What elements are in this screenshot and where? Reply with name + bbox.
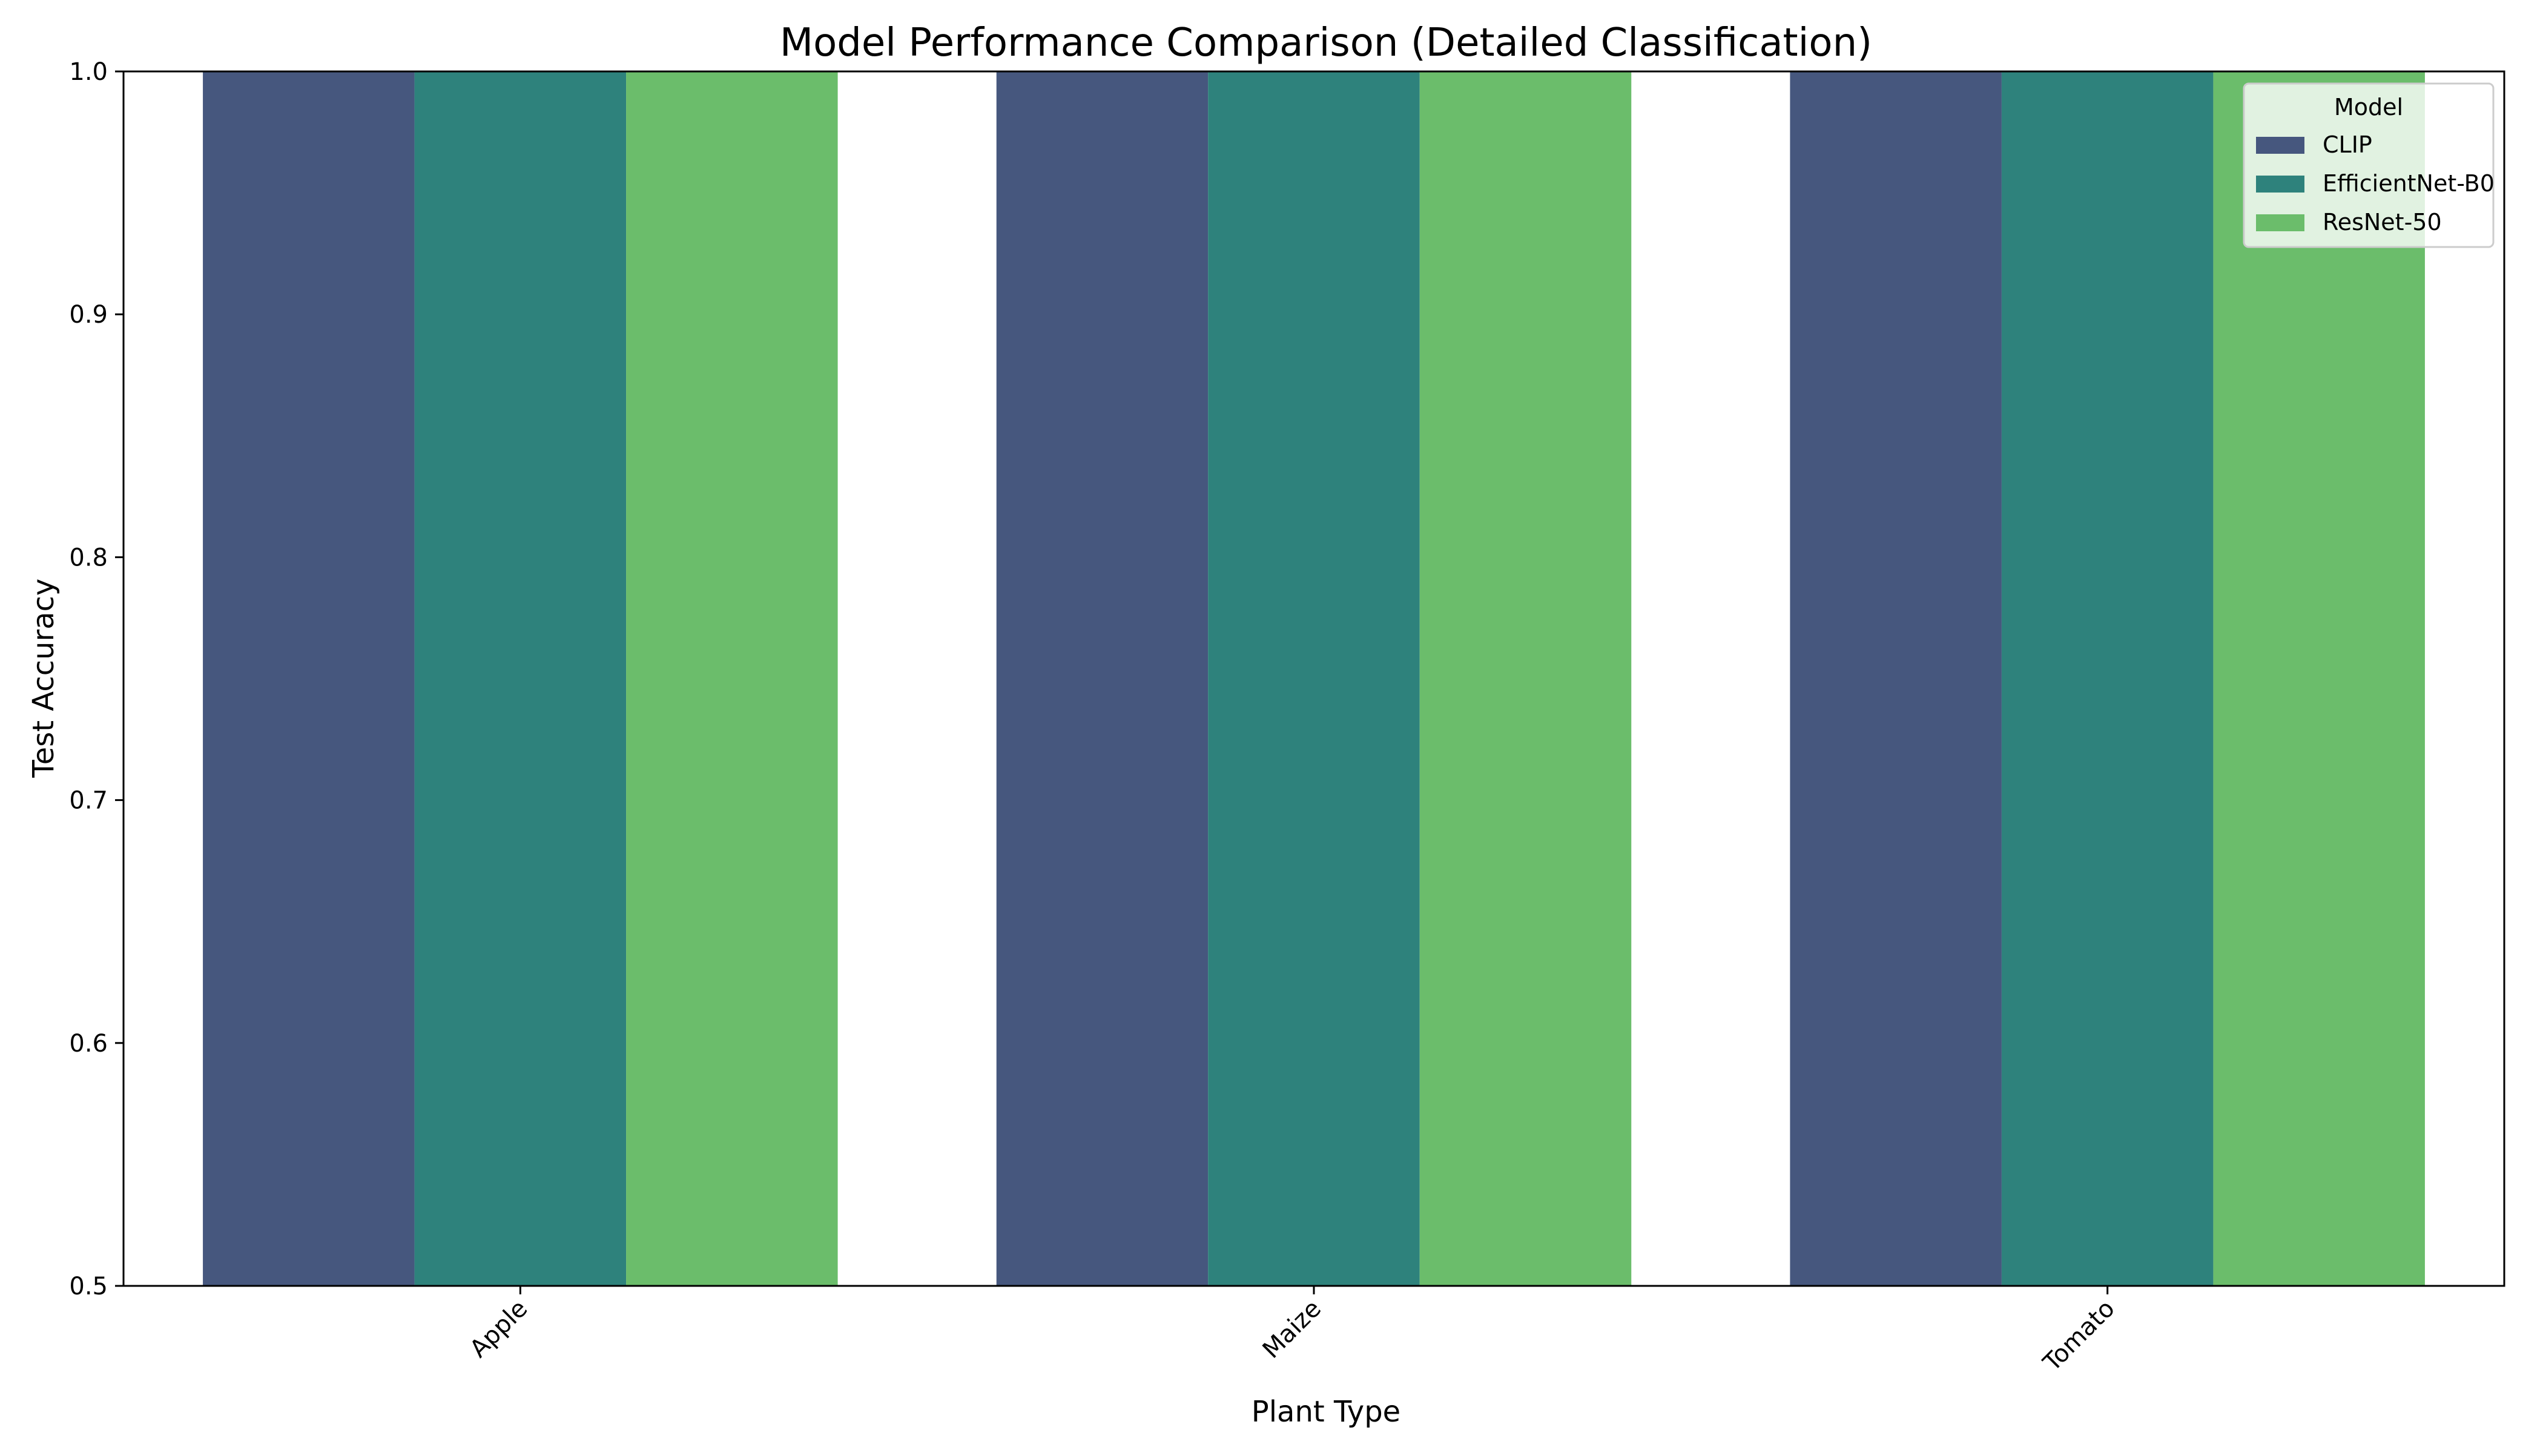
- x-axis-label: Plant Type: [1252, 1395, 1400, 1429]
- bar-efficientnet-b0-tomato: [2001, 71, 2214, 1286]
- legend-swatch-efficientnet-b0: [2256, 176, 2304, 193]
- bar-efficientnet-b0-maize: [1208, 71, 1420, 1286]
- bar-clip-maize: [996, 71, 1209, 1286]
- legend: Model CLIP EfficientNet-B0 ResNet-50: [2243, 82, 2495, 248]
- legend-title: Model: [2334, 94, 2403, 120]
- bar-clip-tomato: [1790, 71, 2002, 1286]
- legend-label-efficientnet-b0: EfficientNet-B0: [2323, 170, 2495, 197]
- x-tick-label-tomato: Tomato: [2037, 1295, 2120, 1377]
- y-tick-label: 0.6: [69, 1030, 108, 1058]
- y-tick-label: 0.9: [69, 301, 108, 329]
- bar-resnet-50-maize: [1419, 71, 1632, 1286]
- bar-clip-apple: [203, 71, 415, 1286]
- legend-box: [2243, 82, 2495, 248]
- plot-area: [122, 70, 2505, 1287]
- legend-swatch-clip: [2256, 137, 2304, 154]
- bar-efficientnet-b0-apple: [414, 71, 627, 1286]
- bar-resnet-50-apple: [626, 71, 838, 1286]
- y-tick-label: 0.5: [69, 1273, 108, 1300]
- x-tick-label-maize: Maize: [1258, 1295, 1327, 1364]
- chart-title: Model Performance Comparison (Detailed C…: [780, 21, 1872, 65]
- y-axis: 0.5 0.6 0.7 0.8 0.9 1.0: [69, 58, 124, 1300]
- y-axis-label: Test Accuracy: [27, 579, 61, 779]
- legend-label-clip: CLIP: [2323, 131, 2372, 158]
- legend-swatch-resnet-50: [2256, 214, 2304, 231]
- y-tick-label: 0.8: [69, 544, 108, 572]
- y-tick-label: 1.0: [69, 58, 108, 86]
- x-axis: Apple Maize Tomato: [464, 1286, 2120, 1377]
- y-tick-label: 0.7: [69, 787, 108, 815]
- bar-resnet-50-tomato: [2213, 71, 2425, 1286]
- x-tick-label-apple: Apple: [464, 1295, 533, 1363]
- legend-label-resnet-50: ResNet-50: [2323, 209, 2442, 236]
